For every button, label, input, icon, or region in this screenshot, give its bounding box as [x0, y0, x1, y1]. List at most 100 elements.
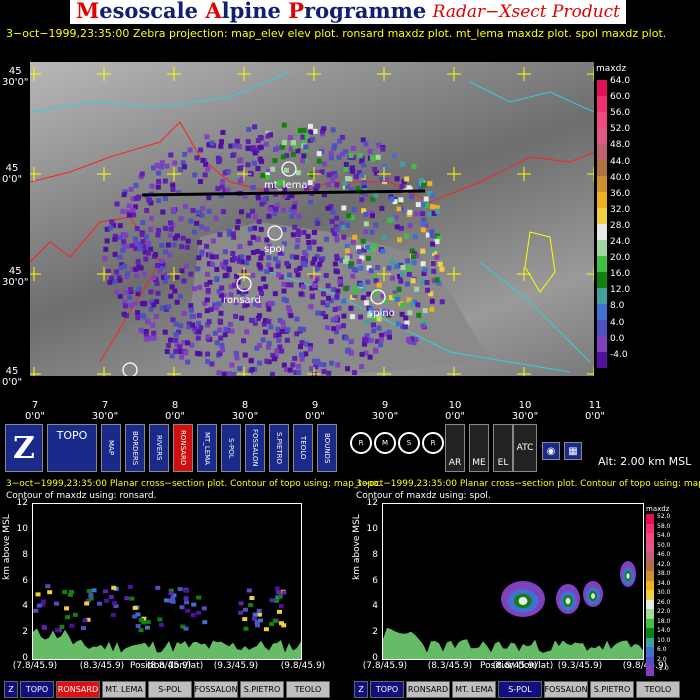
right-xs-graphics	[383, 561, 643, 659]
radar-site-toggle[interactable]: R	[350, 432, 372, 454]
y-tick: 4	[372, 601, 378, 612]
layer-button-spietro[interactable]: S.PIETRO	[269, 424, 289, 472]
right-cb-swatch	[646, 561, 654, 571]
colorbar-tick: 0.0	[610, 333, 625, 344]
right-cb-tick: 58.0	[657, 522, 671, 530]
right-btn-fossalon[interactable]: FOSSALON	[544, 681, 588, 698]
layer-button-teolo[interactable]: TEOLO	[293, 424, 313, 472]
left-btn-spol[interactable]: S-POL	[148, 681, 192, 698]
radar-site-toggle[interactable]: M	[374, 432, 396, 454]
lat-label: 45 30'0"	[2, 266, 29, 288]
right-btn-topo[interactable]: TOPO	[370, 681, 404, 698]
left-xs-graphics	[33, 584, 301, 659]
right-cb-swatch	[646, 514, 654, 524]
aircraft-button-me[interactable]: ME	[469, 424, 489, 472]
left-btn-spietro[interactable]: S.PIETRO	[240, 681, 284, 698]
right-btn-z[interactable]: Z	[354, 681, 368, 698]
x-tick: (7.8/45.9)	[362, 661, 408, 671]
aircraft-button-ar[interactable]: AR	[445, 424, 465, 472]
colorbar-swatch	[597, 144, 607, 160]
x-tick: (9.3/45.9)	[557, 661, 603, 671]
radar-site-toggle[interactable]: S	[398, 432, 420, 454]
topo-button[interactable]: TOPO	[47, 424, 97, 472]
right-cb-swatch	[646, 533, 654, 543]
left-btn-mtlema[interactable]: MT. LEMA	[102, 681, 146, 698]
x-tick: (8.3/45.9)	[79, 661, 125, 671]
colorbar-swatch	[597, 192, 607, 208]
topo-fill	[33, 628, 301, 659]
x-tick: (9.8/45.9)	[280, 661, 326, 671]
right-btn-spietro[interactable]: S.PIETRO	[590, 681, 634, 698]
y-tick: 0	[372, 653, 378, 663]
right-cb-tick: 50.0	[657, 541, 671, 549]
right-btn-mtlema[interactable]: MT. LEMA	[452, 681, 496, 698]
right-cb-swatch	[646, 647, 654, 657]
right-cb-swatch	[646, 609, 654, 619]
layer-button-rivers[interactable]: RIVERS	[149, 424, 169, 472]
left-xlabel: Position (lon/lat)	[130, 661, 204, 671]
right-cb-tick: 22.0	[657, 608, 671, 615]
left-btn-teolo[interactable]: TEOLO	[286, 681, 330, 698]
right-cb-swatch	[646, 618, 654, 628]
lon-label: 8 0'0"	[164, 400, 186, 422]
title-banner: Mesoscale Alpine Programme Radar−Xsect P…	[70, 0, 626, 24]
colorbar-tick: 64.0	[610, 76, 631, 86]
lon-label: 9 0'0"	[304, 400, 326, 422]
right-cb-title: maxdz	[646, 505, 670, 513]
y-tick: 10	[366, 523, 378, 534]
right-cb-swatch	[646, 628, 654, 638]
colorbar-tick: 56.0	[610, 108, 631, 119]
layer-button-ronsard[interactable]: RONSARD	[173, 424, 193, 472]
y-tick: 12	[366, 498, 378, 508]
y-tick: 0	[22, 653, 28, 663]
grid-icon[interactable]: ▦	[564, 442, 582, 460]
map-graphics	[30, 67, 594, 376]
left-xs-panel[interactable]	[32, 503, 302, 660]
station-label-mt-lema: mt_lema	[264, 180, 308, 191]
layer-button-map[interactable]: MAP	[101, 424, 121, 472]
station-label-ronsard: ronsard	[223, 295, 261, 306]
right-cb-swatch	[646, 571, 654, 581]
lat-label: 45 30'0"	[2, 66, 29, 88]
target-icon[interactable]: ◉	[542, 442, 560, 460]
left-btn-fossalon[interactable]: FOSSALON	[194, 681, 238, 698]
lon-label: 10 30'0"	[511, 400, 539, 422]
radar-map[interactable]: mt_lema spol ronsard spino bric	[30, 62, 594, 376]
left-xs-title: 3−oct−1999,23:35:00 Planar cross−section…	[6, 479, 382, 489]
y-tick: 2	[22, 627, 28, 638]
colorbar-tick: -4.0	[610, 349, 628, 360]
y-tick: 12	[16, 498, 28, 508]
left-btn-ronsard[interactable]: RONSARD	[56, 681, 100, 698]
layer-button-mtlema[interactable]: MT_LEMA	[197, 424, 217, 472]
aircraft-button-el[interactable]: EL	[493, 424, 513, 472]
layer-button-bounds[interactable]: BOUNDS	[317, 424, 337, 472]
left-btn-z[interactable]: Z	[4, 681, 18, 698]
colorbar-tick: 16.0	[610, 269, 631, 280]
right-cb-tick: 30.0	[657, 589, 671, 596]
layer-button-borders[interactable]: BORDERS	[125, 424, 145, 472]
radar-site-toggle[interactable]: R	[422, 432, 444, 454]
layer-button-fossalon[interactable]: FOSSALON	[245, 424, 265, 472]
right-cb-swatch	[646, 656, 654, 666]
x-tick: (8.8/45.9)	[146, 661, 192, 671]
right-btn-spol[interactable]: S-POL	[498, 681, 542, 698]
y-tick: 6	[22, 575, 28, 586]
right-cb-swatch	[646, 599, 654, 609]
left-btn-topo[interactable]: TOPO	[20, 681, 54, 698]
y-tick: 2	[372, 627, 378, 638]
layer-button-spol[interactable]: S-POL	[221, 424, 241, 472]
xsect-line[interactable]	[141, 189, 426, 197]
right-ylabel: km above MSL	[352, 514, 362, 580]
right-cb-tick: -2.0	[657, 665, 669, 672]
plot-description: 3−oct−1999,23:35:00 Zebra projection: ma…	[6, 27, 667, 40]
left-ylabel: km above MSL	[2, 514, 12, 580]
right-btn-teolo[interactable]: TEOLO	[636, 681, 680, 698]
z-logo-button[interactable]: Z	[5, 424, 43, 472]
colorbar-tick: 36.0	[610, 188, 631, 199]
colorbar-swatch	[597, 80, 607, 96]
right-btn-ronsard[interactable]: RONSARD	[406, 681, 450, 698]
colorbar-tick: 12.0	[610, 285, 631, 296]
atc-button[interactable]: ATC	[513, 424, 537, 472]
right-cb-tick: 10.0	[657, 636, 671, 644]
right-xs-panel[interactable]	[382, 503, 644, 660]
